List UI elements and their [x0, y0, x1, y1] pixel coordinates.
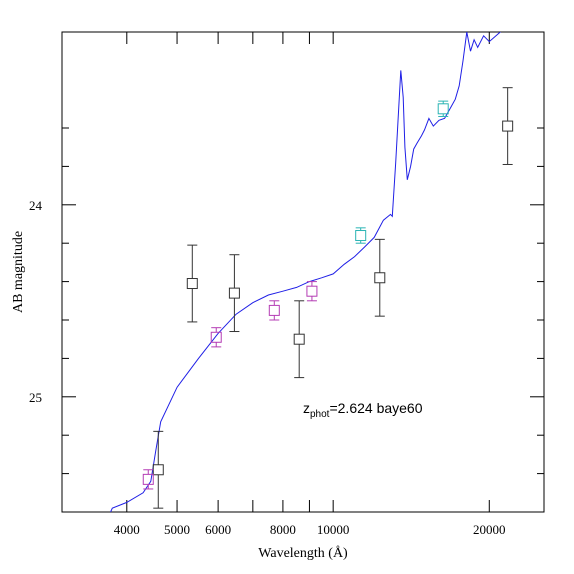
model-sed — [110, 32, 502, 512]
y-tick-label: 25 — [29, 390, 42, 405]
point-marker — [293, 333, 305, 345]
point-marker — [152, 464, 164, 476]
annotation-text: =2.624 baye60 — [329, 400, 422, 416]
point-marker — [374, 272, 386, 284]
x-tick-label: 4000 — [114, 522, 140, 537]
x-tick-label: 10000 — [317, 522, 350, 537]
point-marker — [228, 287, 240, 299]
plot-area — [110, 32, 514, 512]
point-marker — [502, 120, 514, 132]
x-tick-labels: 4000 5000 6000 8000 10000 20000 — [114, 522, 506, 537]
y-axis-title: AB magnitude — [11, 231, 26, 313]
y-tick-labels: 24 25 — [29, 198, 43, 405]
point-marker — [210, 331, 222, 343]
photometry-points — [142, 87, 514, 509]
axis-ticks — [61, 32, 544, 512]
point-marker — [142, 473, 154, 485]
photo-z-annotation: zphot=2.624 baye60 — [303, 400, 423, 420]
annotation-subscript: phot — [310, 409, 330, 420]
data-point — [355, 227, 367, 244]
data-point — [293, 300, 305, 379]
point-marker — [437, 103, 449, 115]
x-tick-label: 6000 — [205, 522, 231, 537]
point-marker — [355, 230, 367, 242]
data-point — [502, 87, 514, 165]
x-tick-label: 20000 — [473, 522, 506, 537]
plot-frame — [61, 31, 545, 513]
x-tick-label: 8000 — [270, 522, 296, 537]
data-point — [268, 300, 280, 321]
data-point — [437, 100, 449, 117]
data-point — [306, 281, 318, 302]
data-point — [152, 430, 164, 509]
point-marker — [186, 278, 198, 290]
model-sed-line — [110, 32, 502, 512]
data-point — [210, 327, 222, 348]
point-marker — [268, 304, 280, 316]
data-point — [186, 244, 198, 323]
point-marker — [306, 285, 318, 297]
data-point — [374, 238, 386, 317]
data-point — [142, 469, 154, 490]
annotation-prefix: z — [303, 400, 310, 416]
x-tick-label: 5000 — [164, 522, 190, 537]
y-tick-label: 24 — [29, 198, 43, 213]
data-point — [228, 254, 240, 333]
x-axis-title: Wavelength (Å) — [258, 545, 348, 561]
